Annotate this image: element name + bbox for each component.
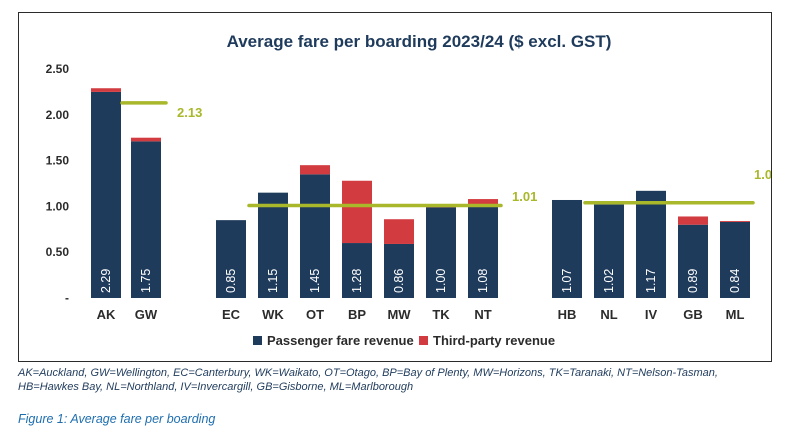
group-average-label: 1.04 — [754, 167, 771, 182]
bar-value-label: 0.85 — [224, 269, 238, 293]
x-tick-label: OT — [306, 307, 324, 322]
bar-value-label: 1.75 — [139, 269, 153, 293]
legend-swatch — [253, 336, 262, 345]
y-tick-label: 2.00 — [46, 108, 70, 122]
bar-third-party-mw — [384, 219, 414, 244]
bar-passenger-iv — [636, 190, 666, 298]
bar-third-party-gw — [131, 137, 161, 142]
bar-value-label: 1.15 — [266, 269, 280, 293]
bar-value-label: 1.00 — [434, 269, 448, 293]
bar-passenger-nl — [594, 204, 624, 298]
bar-passenger-tk — [426, 207, 456, 298]
chart-title: Average fare per boarding 2023/24 ($ exc… — [227, 32, 612, 51]
bar-passenger-nt — [468, 204, 498, 298]
legend-label: Passenger fare revenue — [267, 333, 414, 348]
y-tick-label: 0.50 — [46, 245, 70, 259]
legend-swatch — [419, 336, 428, 345]
bar-value-label: 1.17 — [644, 269, 658, 293]
y-tick-label: - — [65, 291, 69, 305]
y-tick-label: 1.50 — [46, 154, 70, 168]
bar-chart: Average fare per boarding 2023/24 ($ exc… — [46, 32, 771, 348]
bar-value-label: 1.28 — [350, 269, 364, 293]
bar-value-label: 1.07 — [560, 269, 574, 293]
bar-passenger-ml — [720, 221, 750, 298]
bar-third-party-nt — [468, 199, 498, 205]
bar-passenger-ot — [300, 174, 330, 298]
bar-value-label: 0.84 — [728, 269, 742, 293]
chart-frame: Average fare per boarding 2023/24 ($ exc… — [18, 12, 772, 362]
legend: Passenger fare revenue Third-party revenu… — [253, 333, 555, 348]
bar-third-party-gb — [678, 216, 708, 225]
group-average-label: 1.01 — [512, 189, 537, 204]
y-axis: 2.50 2.00 1.50 1.00 0.50 - — [46, 62, 70, 305]
bar-third-party-ak — [91, 88, 121, 92]
group-averages: 2.13 1.01 1.04 — [120, 101, 771, 208]
x-tick-label: MW — [387, 307, 411, 322]
x-tick-label: BP — [348, 307, 366, 322]
bar-third-party-ot — [300, 165, 330, 175]
bar-value-label: 0.86 — [392, 269, 406, 293]
x-tick-label: HB — [558, 307, 577, 322]
bar-passenger-gw — [131, 141, 161, 298]
bar-passenger-hb — [552, 199, 582, 298]
bar-third-party-ml — [720, 221, 750, 222]
y-tick-label: 2.50 — [46, 62, 70, 76]
bar-passenger-bp — [342, 243, 372, 298]
bar-passenger-mw — [384, 243, 414, 298]
bar-value-label: 1.02 — [602, 269, 616, 293]
x-tick-label: NT — [474, 307, 491, 322]
x-tick-label: WK — [262, 307, 284, 322]
x-tick-label: NL — [600, 307, 617, 322]
legend-label: Third-party revenue — [433, 333, 555, 348]
bars: AK 2.29 GW 1.75 EC 0.85 WK 1.15 OT 1.45 BP 1.28 MW 0.… — [91, 88, 750, 322]
x-tick-label: ML — [726, 307, 745, 322]
bar-value-label: 1.08 — [476, 269, 490, 293]
y-tick-label: 1.00 — [46, 199, 70, 213]
bar-value-label: 1.45 — [308, 269, 322, 293]
bar-third-party-bp — [342, 180, 372, 244]
x-tick-label: EC — [222, 307, 241, 322]
x-tick-label: AK — [97, 307, 116, 322]
bar-passenger-wk — [258, 192, 288, 298]
bar-passenger-ec — [216, 220, 246, 298]
bar-passenger-gb — [678, 224, 708, 298]
bar-passenger-ak — [91, 91, 121, 299]
x-tick-label: GW — [135, 307, 158, 322]
bar-value-label: 2.29 — [99, 269, 113, 293]
group-average-label: 2.13 — [177, 105, 202, 120]
x-tick-label: IV — [645, 307, 658, 322]
footnote: AK=Auckland, GW=Wellington, EC=Canterbur… — [18, 367, 718, 393]
bar-value-label: 0.89 — [686, 269, 700, 293]
figure-caption: Figure 1: Average fare per boarding — [18, 412, 216, 426]
x-tick-label: GB — [683, 307, 703, 322]
x-tick-label: TK — [432, 307, 450, 322]
